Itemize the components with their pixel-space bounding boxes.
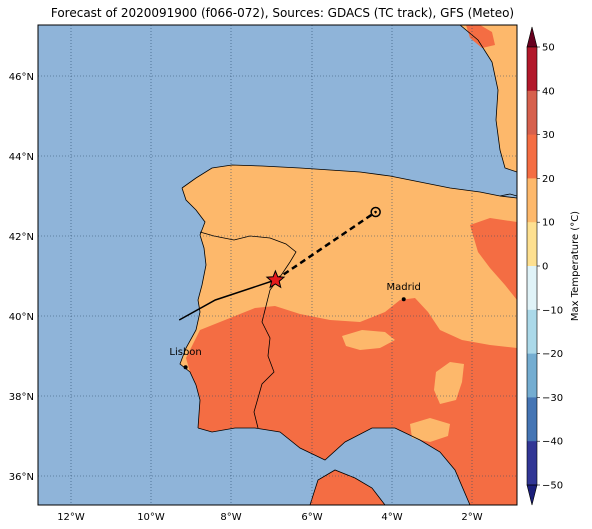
colorbar-tick-label: 50 (542, 43, 555, 54)
colorbar-band (527, 47, 537, 92)
lat-label: 38°N (9, 392, 34, 403)
city-label-lisbon: Lisbon (169, 347, 201, 358)
colorbar-tick-label: −40 (542, 437, 563, 448)
colorbar-tick-label: 0 (542, 262, 548, 273)
colorbar-band (527, 178, 537, 223)
colorbar-tick-label: 10 (542, 218, 555, 229)
border-portugal-spain (199, 231, 297, 429)
track-forecast (274, 210, 377, 282)
storm-position-star (265, 269, 286, 289)
lat-label: 36°N (9, 472, 34, 483)
lon-label: 6°W (301, 512, 322, 523)
warm-region-africa (310, 470, 385, 505)
colorbar-band (527, 309, 537, 355)
cool-pocket-1 (342, 330, 395, 350)
warm-region-east (470, 218, 517, 300)
lat-label: 44°N (9, 152, 34, 163)
colorbar-label: Max Temperature (°C) (570, 211, 581, 321)
colorbar-band (527, 353, 537, 398)
france-land (460, 25, 517, 172)
lat-label: 46°N (9, 72, 34, 83)
map-title: Forecast of 2020091900 (f066-072), Sourc… (50, 6, 515, 20)
colorbar: 50 40 30 20 10 0 −10 −20 −30 −40 −50 (526, 26, 563, 506)
city-label-madrid: Madrid (387, 282, 421, 293)
gridlines (38, 25, 517, 505)
lat-label: 40°N (9, 312, 34, 323)
colorbar-band (527, 266, 537, 311)
border-spain-france (499, 193, 517, 197)
colorbar-tick-label: 40 (542, 86, 555, 97)
cool-pocket-2 (434, 362, 464, 404)
cool-pocket-3 (410, 418, 450, 442)
lon-axis: 12°W 10°W 8°W 6°W 4°W 2°W (57, 512, 483, 523)
colorbar-band (527, 222, 537, 267)
lon-label: 12°W (57, 512, 85, 523)
colorbar-tick-label: −10 (542, 305, 563, 316)
lat-axis: 36°N 38°N 40°N 42°N 44°N 46°N (9, 72, 34, 483)
forecast-position-dot (374, 210, 377, 214)
colorbar-band (527, 397, 537, 442)
coastline (179, 25, 517, 505)
colorbar-tick-label: −50 (542, 481, 563, 492)
lon-label: 4°W (381, 512, 402, 523)
lon-label: 2°W (461, 512, 482, 523)
lat-label: 42°N (9, 232, 34, 243)
colorbar-band (527, 90, 537, 136)
forecast-position-marker (370, 206, 381, 218)
track-past (178, 279, 276, 321)
colorbar-band (527, 441, 537, 486)
warm-region-northeast (466, 25, 495, 48)
map-frame (37, 24, 518, 506)
lon-label: 10°W (137, 512, 165, 523)
colorbar-band (527, 134, 537, 179)
colorbar-extend-bottom (526, 484, 538, 506)
lon-label: 8°W (220, 512, 241, 523)
colorbar-tick-label: 30 (542, 130, 555, 141)
city-dot-madrid (401, 297, 406, 302)
colorbar-extend-top (526, 26, 538, 48)
colorbar-tick-label: 20 (542, 174, 555, 185)
city-dot-lisbon (183, 365, 188, 370)
map-area: Madrid Lisbon (38, 25, 517, 505)
colorbar-tick-label: −20 (542, 349, 563, 360)
colorbar-tick-label: −30 (542, 393, 563, 404)
